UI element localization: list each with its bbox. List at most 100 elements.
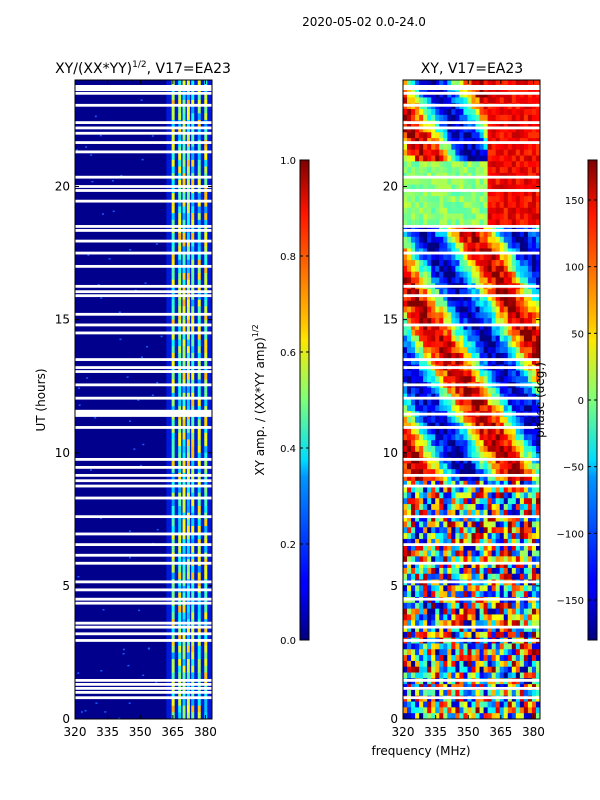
phase-cell	[447, 265, 452, 273]
phase-cell	[435, 434, 440, 441]
phase-cell	[495, 109, 501, 116]
phase-cell	[467, 196, 472, 203]
colorbar-tick-label: 0	[578, 396, 584, 407]
phase-cell	[415, 480, 420, 488]
phase-cell	[459, 504, 464, 511]
phase-cell	[527, 80, 533, 87]
phase-cell	[403, 312, 408, 319]
phase-cell	[495, 358, 501, 366]
phase-cell	[487, 236, 493, 244]
phase-cell	[479, 509, 485, 517]
phase-cell	[447, 213, 452, 220]
phase-cell	[427, 655, 432, 662]
phase-cell	[431, 254, 436, 261]
phase-cell	[515, 504, 521, 511]
phase-cell	[435, 225, 440, 232]
phase-cell	[455, 550, 460, 557]
phase-cell	[407, 440, 412, 447]
amplitude-channel-cell	[178, 392, 182, 400]
phase-cell	[511, 643, 517, 650]
phase-cell	[451, 260, 456, 267]
phase-cell	[443, 626, 448, 633]
phase-cell	[507, 97, 513, 104]
phase-cell	[531, 620, 537, 627]
phase-cell	[423, 602, 428, 610]
phase-cell	[491, 271, 497, 279]
phase-cell	[479, 109, 485, 116]
phase-cell	[511, 254, 517, 261]
phase-cell	[459, 242, 464, 249]
amplitude-channel-cell	[171, 219, 175, 227]
phase-cell	[531, 80, 537, 87]
phase-cell	[411, 231, 416, 238]
amplitude-channel-cell	[178, 126, 182, 134]
phase-cell	[451, 445, 456, 453]
phase-cell	[435, 97, 440, 104]
phase-cell	[483, 614, 489, 621]
phase-cell	[519, 655, 525, 662]
phase-cell	[511, 469, 517, 476]
phase-cell	[407, 608, 412, 615]
amplitude-channel-cell	[182, 199, 186, 207]
y-tick-label: 10	[383, 446, 398, 460]
phase-cell	[503, 533, 509, 540]
phase-cell	[475, 178, 481, 186]
phase-cell	[507, 562, 513, 569]
phase-cell	[483, 184, 489, 191]
phase-cell	[523, 469, 529, 476]
phase-cell	[451, 515, 456, 522]
phase-cell	[535, 190, 541, 197]
phase-cell	[511, 91, 517, 98]
phase-cell	[419, 376, 424, 383]
phase-cell	[435, 626, 440, 633]
phase-cell	[467, 399, 472, 406]
amplitude-channel-cell	[182, 519, 186, 527]
phase-cell	[439, 713, 444, 720]
phase-cell	[495, 178, 501, 186]
amplitude-channel-cell	[178, 246, 182, 254]
phase-cell	[495, 416, 501, 424]
phase-cell	[499, 207, 505, 215]
phase-cell	[531, 323, 537, 331]
phase-cell	[435, 451, 440, 459]
phase-cell	[519, 376, 525, 383]
flagged-row	[75, 185, 212, 188]
amplitude-channel-cell	[191, 166, 195, 174]
phase-cell	[411, 289, 416, 296]
phase-cell	[483, 132, 489, 139]
phase-cell	[531, 300, 537, 308]
phase-cell	[407, 248, 412, 255]
phase-cell	[467, 323, 472, 331]
phase-cell	[411, 190, 416, 197]
phase-cell	[475, 521, 481, 528]
phase-cell	[515, 475, 521, 482]
phase-cell	[527, 242, 533, 249]
phase-cell	[451, 97, 456, 104]
phase-cell	[515, 265, 521, 273]
phase-cell	[423, 341, 428, 348]
phase-cell	[467, 567, 472, 575]
amplitude-channel-cell	[191, 392, 195, 400]
phase-cell	[423, 469, 428, 476]
phase-cell	[535, 434, 541, 441]
phase-cell	[439, 376, 444, 383]
y-tick-label: 0	[390, 712, 398, 726]
phase-cell	[483, 666, 489, 674]
phase-cell	[491, 556, 497, 563]
phase-cell	[523, 486, 529, 493]
phase-cell	[447, 527, 452, 534]
phase-cell	[467, 649, 472, 656]
phase-cell	[467, 376, 472, 383]
phase-cell	[451, 486, 456, 493]
phase-cell	[499, 486, 505, 493]
amplitude-channel-cell	[197, 532, 201, 540]
phase-cell	[511, 196, 517, 203]
phase-cell	[491, 713, 497, 720]
phase-cell	[435, 184, 440, 191]
amplitude-channel-cell	[191, 419, 195, 427]
amplitude-channel-cell	[191, 486, 195, 494]
amplitude-speckle	[156, 528, 159, 531]
phase-cell	[519, 242, 525, 249]
phase-cell	[507, 492, 513, 499]
phase-cell	[463, 504, 468, 511]
